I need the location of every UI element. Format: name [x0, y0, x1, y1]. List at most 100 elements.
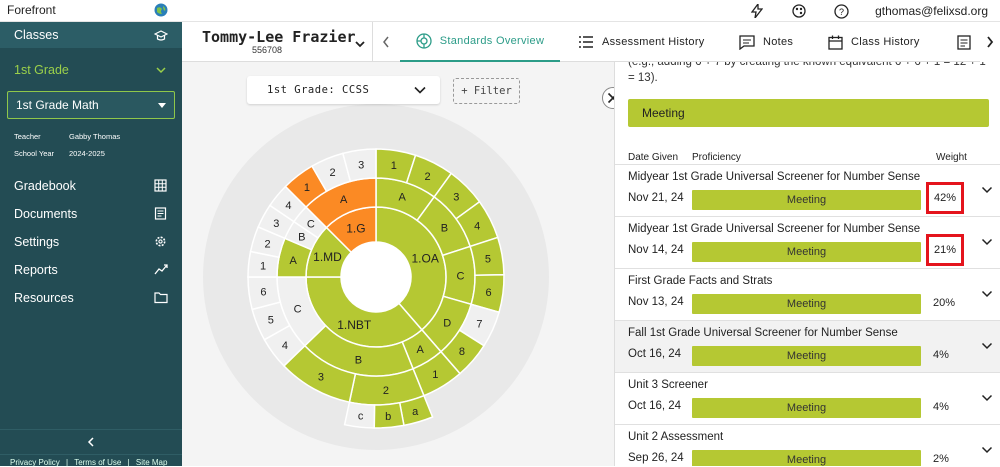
- cluster-segment-label: A: [398, 192, 406, 204]
- sidebar-item-grade[interactable]: 1st Grade: [0, 56, 182, 84]
- sidebar-item-resources[interactable]: Resources: [0, 284, 182, 312]
- expand-chevron-icon[interactable]: [981, 389, 993, 407]
- standard-segment[interactable]: [341, 148, 377, 183]
- folder-icon: [154, 291, 168, 305]
- tab-standards-overview[interactable]: Standards Overview: [400, 22, 560, 62]
- globe-logo-icon[interactable]: [154, 3, 168, 17]
- standard-segment-label: 1: [432, 369, 438, 381]
- assessment-weight: 42%: [926, 182, 964, 214]
- tab-label: Class History: [851, 36, 920, 48]
- sidebar-item-label: Classes: [14, 28, 59, 42]
- assessment-row[interactable]: Midyear 1st Grade Universal Screener for…: [615, 164, 1000, 216]
- cluster-segment-label: B: [298, 232, 305, 244]
- assessment-weight: 4%: [933, 401, 949, 413]
- cluster-segment-label: A: [340, 194, 348, 206]
- proficiency-bar: Meeting: [692, 190, 921, 210]
- substandard-segment-label: b: [385, 411, 391, 423]
- assessment-title: First Grade Facts and Strats: [628, 275, 773, 287]
- sidebar-item-label: Gradebook: [14, 179, 76, 193]
- footer-divider: |: [66, 458, 69, 467]
- substandard-segment-label: a: [412, 406, 419, 418]
- collapse-sidebar-button[interactable]: [0, 429, 182, 455]
- assessment-title: Midyear 1st Grade Universal Screener for…: [628, 223, 921, 235]
- sidebar-item-label: Settings: [14, 235, 60, 249]
- standard-segment-label: 8: [459, 346, 465, 358]
- bolt-icon[interactable]: [749, 3, 765, 19]
- expand-chevron-icon[interactable]: [981, 181, 993, 199]
- chevron-down-icon: [414, 85, 426, 97]
- proficiency-bar: Meeting: [692, 398, 921, 418]
- chevron-left-icon: [382, 36, 389, 48]
- privacy-policy-link[interactable]: Privacy Policy: [10, 458, 60, 467]
- assessment-title: Midyear 1st Grade Universal Screener for…: [628, 171, 921, 183]
- tab-class-history[interactable]: Class History: [828, 22, 920, 62]
- standard-segment-label: 2: [330, 167, 336, 179]
- sidebar-item-documents[interactable]: Documents: [0, 200, 182, 228]
- terms-link[interactable]: Terms of Use: [74, 458, 122, 467]
- domain-segment-label: 1.OA: [411, 252, 438, 266]
- tabs-scroll-right-button[interactable]: [980, 22, 1000, 62]
- assessment-date: Nov 21, 24: [628, 192, 684, 204]
- standard-segment-label: 3: [318, 371, 324, 383]
- assessment-weight: 21%: [926, 234, 964, 266]
- standard-segment-label: 2: [424, 171, 430, 183]
- substandard-segment-label: c: [358, 411, 364, 423]
- student-switch-chevron-icon[interactable]: [354, 36, 366, 54]
- assessment-row[interactable]: First Grade Facts and Strats Nov 13, 24 Me…: [615, 268, 1000, 320]
- chevron-right-icon: [987, 36, 994, 48]
- sidebar-item-label: Documents: [14, 207, 78, 221]
- sidebar-item-reports[interactable]: Reports: [0, 256, 182, 284]
- school-year-label: School Year: [14, 149, 55, 158]
- standard-segment-label: 4: [285, 200, 291, 212]
- chevron-down-icon: [154, 63, 168, 77]
- expand-chevron-icon[interactable]: [981, 285, 993, 303]
- app-name: Forefront: [7, 3, 56, 17]
- tab-more[interactable]: [957, 22, 979, 62]
- weight-header: Weight: [936, 152, 967, 163]
- assessment-weight: 2%: [933, 453, 949, 465]
- assessment-weight: 20%: [933, 297, 956, 309]
- user-email[interactable]: gthomas@felixsd.org: [875, 4, 988, 18]
- assessment-row[interactable]: Fall 1st Grade Universal Screener for Nu…: [615, 320, 1000, 372]
- sidebar-item-settings[interactable]: Settings: [0, 228, 182, 256]
- assessment-date: Oct 16, 24: [628, 348, 682, 360]
- expand-chevron-icon[interactable]: [981, 337, 993, 355]
- course-select-value: 1st Grade Math: [16, 98, 99, 112]
- caret-down-icon: [158, 103, 166, 108]
- site-map-link[interactable]: Site Map: [135, 458, 168, 467]
- tabs-scroll-left-button[interactable]: [372, 22, 398, 62]
- expand-chevron-icon[interactable]: [981, 441, 993, 459]
- proficiency-bar: Meeting: [692, 346, 921, 366]
- gear-icon: [154, 235, 168, 249]
- help-icon[interactable]: ?: [833, 3, 849, 19]
- cluster-segment-label: A: [416, 344, 424, 356]
- top-bar: Forefront ? gthomas@felixsd.org: [0, 0, 1000, 22]
- teacher-info: Teacher Gabby Thomas: [14, 132, 120, 141]
- assessment-date: Oct 16, 24: [628, 400, 682, 412]
- proficiency-header: Proficiency: [692, 152, 741, 163]
- assessment-date: Sep 26, 24: [628, 452, 684, 464]
- grade-standards-select[interactable]: 1st Grade: CCSS: [247, 76, 440, 104]
- course-select[interactable]: 1st Grade Math: [7, 91, 175, 119]
- chat-icon: [739, 34, 755, 50]
- date-given-header: Date Given: [628, 152, 679, 163]
- overall-proficiency-banner: Meeting: [628, 99, 989, 127]
- assessment-row[interactable]: Midyear 1st Grade Universal Screener for…: [615, 216, 1000, 268]
- sidebar-item-label: Reports: [14, 263, 58, 277]
- palette-icon[interactable]: [791, 3, 807, 19]
- standard-segment-label: 2: [383, 385, 389, 397]
- tab-notes[interactable]: Notes: [739, 22, 793, 62]
- tab-assessment-history[interactable]: Assessment History: [578, 22, 705, 62]
- assessment-row[interactable]: Unit 3 Screener Oct 16, 24 Meeting 4%: [615, 372, 1000, 424]
- teacher-label: Teacher: [14, 132, 41, 141]
- domain-segment-label: 1.G: [346, 221, 365, 235]
- expand-chevron-icon[interactable]: [981, 233, 993, 251]
- chart-center: [341, 242, 411, 312]
- sidebar-item-classes[interactable]: Classes: [0, 22, 182, 48]
- assessment-row[interactable]: Unit 2 Assessment Sep 26, 24 Meeting 2%: [615, 424, 1000, 466]
- cluster-segment-label: D: [443, 317, 451, 329]
- filter-button[interactable]: + Filter: [453, 78, 520, 104]
- standard-segment-label: 5: [268, 315, 274, 327]
- sidebar-item-gradebook[interactable]: Gradebook: [0, 172, 182, 200]
- domain-segment-label: 1.MD: [313, 250, 342, 264]
